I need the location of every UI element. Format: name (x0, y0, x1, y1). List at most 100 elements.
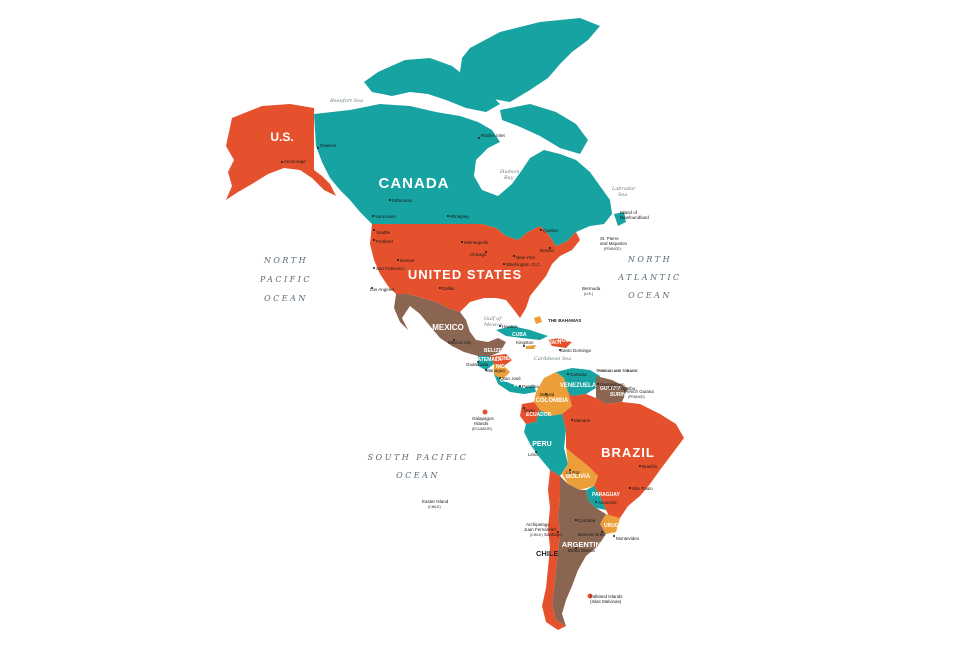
city-dot (499, 377, 501, 379)
city-dot (523, 345, 525, 347)
city-new-york: New York (516, 255, 536, 260)
city-dot (477, 361, 479, 363)
city-anchorage: Anchorage (284, 159, 306, 164)
labrador-sea-line-2: Sea (618, 192, 627, 198)
city-dawson: Dawson (320, 143, 337, 148)
city-dot (609, 387, 611, 389)
label-guyana: GUYANA (600, 386, 622, 392)
beaufort-sea-label: Beaufort Sea (329, 98, 363, 104)
city-paramaribo: Paramaribo (612, 386, 636, 391)
city-havana: Havana (502, 324, 518, 329)
city-dot (485, 369, 487, 371)
greenland-landmass (460, 18, 600, 102)
label-nicaragua: NICARAGUA (496, 364, 527, 370)
city-dot (567, 373, 569, 375)
city-dot (569, 469, 571, 471)
city-dot (372, 215, 374, 217)
city-dot (461, 241, 463, 243)
baffin-island (500, 104, 588, 154)
city-dot (447, 215, 449, 217)
city-dot (439, 287, 441, 289)
label-paraguay: PARAGUAY (592, 492, 620, 498)
territory-galapagos-2: Islands (474, 421, 489, 426)
city-edmonton: Edmonton (392, 198, 413, 203)
city-brasilia: Brasília (642, 464, 658, 469)
city-quebec: Quebec (543, 228, 560, 233)
city-dot (601, 531, 603, 533)
label-canada: CANADA (379, 175, 450, 192)
territory-st-pierre-sub: (FRANCE) (604, 247, 621, 251)
label-uruguay: URUGUAY (604, 523, 629, 529)
city-santo-domingo: Santo Domingo (560, 348, 592, 353)
city-dot (519, 385, 521, 387)
city-dot (397, 259, 399, 261)
label-cuba: CUBA (512, 332, 527, 338)
jamaica-landmass (526, 345, 536, 349)
city-dot (545, 393, 547, 395)
city-caracas: Caracas (570, 372, 588, 377)
labrador-sea-line-1: Labrador (611, 186, 636, 192)
city-lima: Lima (528, 452, 538, 457)
territory-juan-fernandez-2: Juan Fernández (524, 527, 557, 532)
north-atlantic-line-3: OCEAN (628, 291, 672, 300)
label-panama: PANAMA (514, 383, 536, 389)
city-dot (535, 451, 537, 453)
city-dot (371, 287, 373, 289)
city-dot (597, 383, 599, 385)
north-atlantic-line-1: NORTH (627, 255, 672, 264)
label-united-states: UNITED STATES (408, 267, 522, 282)
alaska-landmass (226, 104, 336, 200)
city-dot (373, 229, 375, 231)
city-mexico-city: Mexico City (448, 340, 472, 345)
territory-st-pierre-1: St. Pierre (600, 236, 619, 241)
label-dominican-republic: DOMINICAN REPUBLIC (558, 338, 614, 344)
label-jamaica: JAMAICA (528, 349, 551, 355)
canada-landmass (314, 104, 612, 246)
label-argentina: ARGENTINA (562, 540, 607, 549)
label-honduras: HONDURAS (496, 356, 526, 362)
city-dot (317, 147, 319, 149)
nicaragua-landmass (494, 364, 510, 380)
territory-easter-sub: (CHILE) (428, 505, 441, 509)
city-dot (540, 229, 542, 231)
city-guatemala: Guatemala (466, 362, 489, 367)
territory-newfoundland-1: Island of (620, 210, 638, 215)
city-portland: Portland (376, 239, 393, 244)
territory-falkland-2: (Islas Malvinas) (590, 599, 622, 604)
uruguay-landmass (600, 514, 620, 534)
city-kingston: Kingston (516, 340, 534, 345)
label-peru: PERU (532, 441, 551, 448)
city-cordoba: Córdoba (578, 518, 596, 523)
territory-french-guiana-sub: (FRANCE) (628, 395, 645, 399)
label-bolivia: BOLIVIA (566, 474, 591, 480)
city-dot (503, 263, 505, 265)
north-pacific-line-3: OCEAN (264, 294, 308, 303)
city-managua: Managua (486, 368, 505, 373)
label-costa-rica: COSTA RICA (500, 378, 531, 384)
city-rankin: Rankin Inlet (481, 133, 506, 138)
city-dot (281, 161, 283, 163)
city-georgetown: Georgetown (600, 382, 625, 387)
city-san-francisco: San Francisco (376, 266, 405, 271)
label-belize: BELIZE (484, 348, 502, 354)
city-dot (478, 137, 480, 139)
territory-galapagos-sub: (ECUADOR) (472, 427, 492, 431)
city-la-paz: La Paz (566, 470, 581, 475)
territory-bermuda: Bermuda (582, 286, 601, 291)
city-dot (499, 325, 501, 327)
label-venezuela: VENEZUELA (560, 383, 597, 389)
label-haiti: HAITI (548, 340, 562, 346)
falkland-landmass (587, 593, 593, 599)
label-colombia: COLOMBIA (536, 398, 569, 404)
city-dot (629, 487, 631, 489)
arctic-islands (364, 58, 500, 112)
city-dots (281, 137, 641, 549)
city-dot (373, 267, 375, 269)
city-boston: Boston (540, 248, 555, 253)
honduras-landmass (490, 354, 512, 366)
bolivia-landmass (560, 448, 598, 490)
city-dot (613, 535, 615, 537)
city-dot (575, 547, 577, 549)
label-bahamas: THE BAHAMAS (548, 318, 581, 323)
